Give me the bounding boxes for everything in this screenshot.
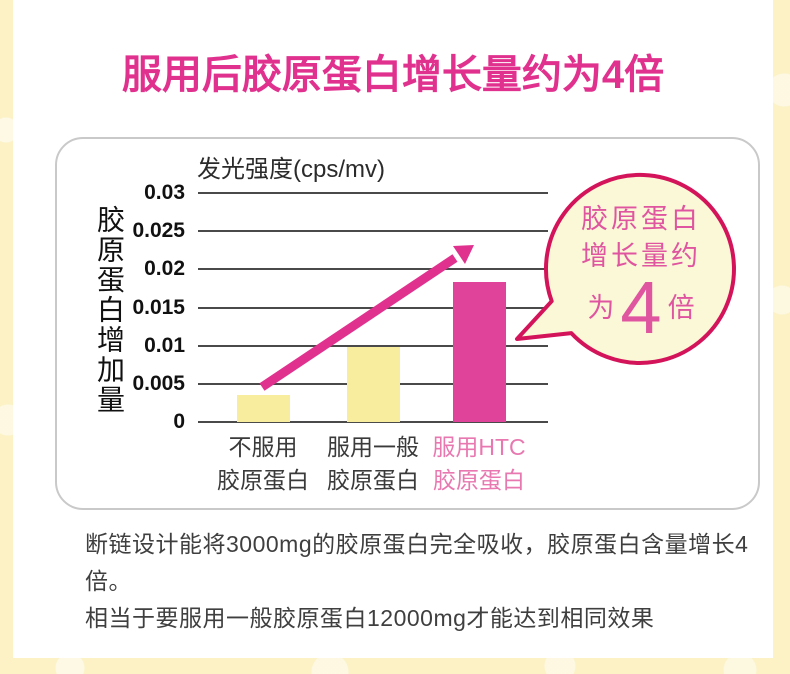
content-card: 服用后胶原蛋白增长量约为4倍 发光强度(cps/mv) 胶原蛋白增加量 0 0.0…: [13, 0, 773, 658]
bar: [453, 282, 506, 422]
category-label: 服用一般 胶原蛋白: [327, 434, 419, 493]
category-label: 服用HTC 胶原蛋白: [432, 434, 526, 493]
chart-title: 发光强度(cps/mv): [197, 156, 385, 183]
y-tick-label: 0.01: [144, 333, 185, 357]
y-tick-label: 0.025: [132, 219, 185, 243]
growth-arrow-head: [453, 245, 474, 264]
y-tick-label: 0.03: [144, 181, 185, 204]
bubble-annotation: 胶原蛋白 增长量约 为 4 倍: [555, 201, 727, 349]
bubble-line2: 增长量约: [581, 241, 701, 271]
chart-y-axis-label: 胶原蛋白增加量: [94, 205, 125, 415]
bubble-multiplier: 4: [620, 266, 662, 349]
caption-line1: 断链设计能将3000mg的胶原蛋白完全吸收，胶原蛋白含量增长4倍。: [85, 531, 749, 594]
y-tick-label: 0: [173, 410, 185, 433]
bubble-line1: 胶原蛋白: [581, 204, 701, 234]
caption-line2: 相当于要服用一般胶原蛋白12000mg才能达到相同效果: [85, 605, 655, 631]
bubble-line3: 为 4 倍: [555, 266, 727, 349]
chart-panel: 发光强度(cps/mv) 胶原蛋白增加量 0 0.005 0.01 0.015 0.02…: [55, 137, 760, 510]
gridline: [198, 421, 548, 423]
y-tick-label: 0.005: [132, 371, 185, 395]
y-tick-label: 0.015: [132, 295, 185, 319]
category-label: 不服用 胶原蛋白: [217, 434, 309, 493]
bar: [347, 347, 400, 422]
page-title: 服用后胶原蛋白增长量约为4倍: [121, 53, 665, 97]
caption: 断链设计能将3000mg的胶原蛋白完全吸收，胶原蛋白含量增长4倍。 相当于要服用…: [85, 526, 773, 637]
gridline: [198, 230, 548, 233]
gridline: [198, 192, 548, 194]
bar: [237, 395, 290, 422]
bubble-suffix: 倍: [667, 292, 695, 323]
bubble-prefix: 为: [587, 292, 615, 323]
gridline: [198, 268, 548, 271]
y-tick-label: 0.02: [144, 257, 185, 281]
